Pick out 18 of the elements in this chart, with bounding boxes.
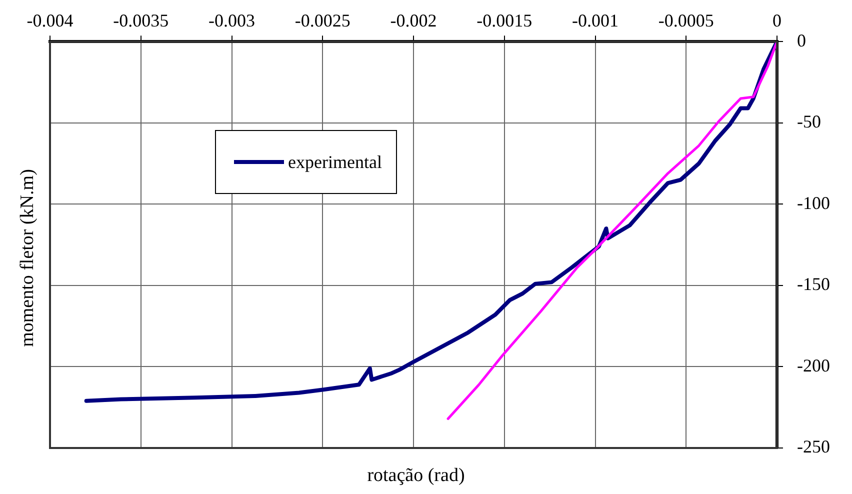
x-tick-label: -0.004	[26, 10, 74, 31]
legend-label: experimental	[288, 152, 382, 172]
y-tick-label: -250	[797, 436, 830, 457]
y-tick-label: -100	[797, 192, 830, 213]
x-tick-label: -0.002	[390, 10, 437, 31]
y-tick-label: 0	[797, 30, 806, 50]
x-tick-label: -0.0015	[476, 10, 532, 31]
x-tick-label: -0.001	[572, 10, 619, 31]
x-tick-label: -0.0025	[294, 10, 350, 31]
y-tick-label: -150	[797, 274, 830, 294]
x-tick-label: -0.0005	[658, 10, 714, 31]
x-tick-label: -0.003	[208, 10, 255, 31]
x-tick-label: 0	[772, 10, 782, 31]
x-tick-label: -0.0035	[113, 10, 169, 31]
y-tick-label: -200	[797, 355, 830, 376]
x-axis-title: rotação (rad)	[367, 465, 465, 486]
y-axis-title: momento fletor (kN.m)	[17, 169, 39, 347]
y-tick-label: -50	[797, 112, 822, 132]
